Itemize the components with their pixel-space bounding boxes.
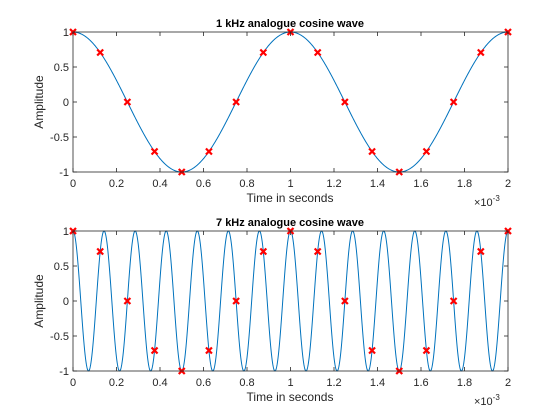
sample-marker	[313, 48, 322, 57]
y-tick-label: 1	[63, 27, 69, 39]
y-tick-label: -1	[59, 167, 69, 179]
y-tick-label: 0.5	[54, 261, 69, 273]
x-tick-label: 2	[505, 178, 511, 190]
sample-marker	[368, 147, 376, 156]
y-tick-label: -0.5	[50, 331, 69, 343]
x-tick-label: 1.6	[413, 377, 428, 389]
x-tick-label: 0.6	[196, 377, 211, 389]
x-tick-label: 1.2	[326, 178, 341, 190]
sample-marker	[477, 247, 485, 256]
y-axis-label: Amplitude	[32, 75, 46, 129]
sample-marker	[422, 147, 431, 156]
sample-marker	[232, 297, 240, 305]
sample-marker	[96, 48, 104, 57]
x-tick-label: 1.8	[457, 178, 472, 190]
sample-marker	[449, 98, 458, 106]
x-tick-label: 1	[287, 377, 293, 389]
x-tick-label: 0.4	[152, 178, 167, 190]
x-tick-label: 2	[505, 377, 511, 389]
sample-marker	[123, 297, 132, 305]
y-tick-label: -0.5	[50, 132, 69, 144]
x-tick-label: 0	[70, 178, 76, 190]
sample-marker	[205, 147, 213, 156]
y-tick-label: 0.5	[54, 62, 69, 74]
x-tick-label: 0.6	[196, 178, 211, 190]
x-tick-label: 0	[70, 377, 76, 389]
x-tick-label: 0.4	[152, 377, 167, 389]
sample-marker	[422, 346, 431, 355]
x-tick-label: 1.6	[413, 178, 428, 190]
plot-area	[73, 32, 508, 172]
bottom-chart: 7 kHz analogue cosine wave Amplitude Tim…	[32, 217, 512, 408]
sample-marker	[96, 247, 104, 256]
sample-marker	[259, 48, 268, 57]
sample-marker	[477, 48, 485, 57]
sample-marker	[341, 98, 349, 106]
top-chart: 1 kHz analogue cosine wave Amplitude Tim…	[32, 18, 512, 209]
x-axis-label: Time in seconds	[247, 390, 334, 404]
sample-marker	[205, 346, 213, 355]
x-tick-label: 0.8	[239, 377, 254, 389]
chart-title: 1 kHz analogue cosine wave	[216, 18, 364, 30]
x-exponent-label: ×10-3	[474, 393, 500, 408]
x-tick-label: 1.4	[370, 178, 385, 190]
x-tick-label: 1.4	[370, 377, 385, 389]
sample-marker	[150, 346, 159, 355]
x-axis-label: Time in seconds	[247, 191, 334, 205]
y-axis-label: Amplitude	[32, 274, 46, 328]
y-tick-label: -1	[59, 366, 69, 378]
x-tick-label: 1	[287, 178, 293, 190]
sample-marker	[259, 247, 268, 256]
x-tick-label: 1.2	[326, 377, 341, 389]
x-tick-label: 0.2	[109, 377, 124, 389]
x-tick-label: 1.8	[457, 377, 472, 389]
sample-marker	[368, 346, 376, 355]
sample-marker	[123, 98, 132, 106]
plot-area	[73, 231, 508, 371]
sample-marker	[232, 98, 240, 106]
x-tick-label: 0.2	[109, 178, 124, 190]
sample-marker	[150, 147, 159, 156]
x-exponent-label: ×10-3	[474, 194, 500, 209]
y-tick-label: 1	[63, 226, 69, 238]
sample-marker	[449, 297, 458, 305]
sample-marker	[313, 247, 322, 256]
y-tick-label: 0	[63, 97, 69, 109]
x-tick-label: 0.8	[239, 178, 254, 190]
sample-marker	[341, 297, 349, 305]
chart-title: 7 kHz analogue cosine wave	[216, 217, 364, 229]
y-tick-label: 0	[63, 296, 69, 308]
